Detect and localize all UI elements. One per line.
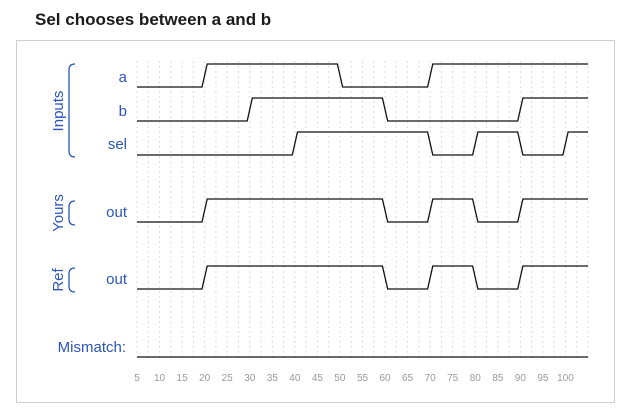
signal-label-b: b [119, 103, 127, 120]
yours-bracket [68, 200, 76, 226]
x-tick-label: 85 [492, 373, 504, 384]
x-tick-label: 65 [402, 373, 414, 384]
x-tick-label: 80 [470, 373, 482, 384]
mismatch-label: Mismatch: [58, 339, 126, 356]
x-tick-label: 70 [425, 373, 437, 384]
x-tick-label: 10 [154, 373, 166, 384]
group-label-ref: Ref [50, 267, 67, 291]
x-tick-label: 35 [267, 373, 279, 384]
waveform-b [137, 97, 588, 122]
signal-label-ref-out: out [106, 271, 128, 288]
signal-label-a: a [119, 69, 128, 86]
group-label-inputs: Inputs [50, 91, 67, 132]
ref-bracket [68, 267, 76, 293]
x-tick-label: 75 [447, 373, 459, 384]
x-tick-label: 50 [334, 373, 346, 384]
x-tick-label: 45 [312, 373, 324, 384]
inputs-bracket [68, 63, 76, 158]
x-tick-label: 40 [289, 373, 301, 384]
x-tick-label: 25 [222, 373, 234, 384]
x-axis-ticks: 5 10 15 20 25 30 35 40 45 50 55 60 65 70 75 80 85 90 95 100 [134, 373, 574, 384]
page-title: Sel chooses between a and b [35, 10, 272, 29]
group-label-yours: Yours [50, 194, 67, 232]
waveforms [137, 63, 588, 358]
x-tick-label: 55 [357, 373, 369, 384]
waveform-sel [137, 131, 588, 156]
x-tick-label: 30 [244, 373, 256, 384]
waveform-yours-out [137, 198, 588, 223]
x-tick-label: 95 [537, 373, 549, 384]
waveform-diagram: Inputs Yours Ref a b sel out out Mismatc… [50, 61, 589, 384]
waveform-panel: Inputs Yours Ref a b sel out out Mismatc… [16, 40, 615, 403]
x-tick-label: 20 [199, 373, 211, 384]
x-tick-label: 100 [557, 373, 574, 384]
x-tick-label: 15 [177, 373, 189, 384]
x-tick-label: 5 [134, 373, 140, 384]
signal-label-sel: sel [108, 136, 127, 153]
x-tick-label: 60 [379, 373, 391, 384]
waveform-a [137, 63, 588, 88]
x-tick-label: 90 [515, 373, 527, 384]
signal-label-yours-out: out [106, 204, 128, 221]
waveform-ref-out [137, 265, 588, 290]
